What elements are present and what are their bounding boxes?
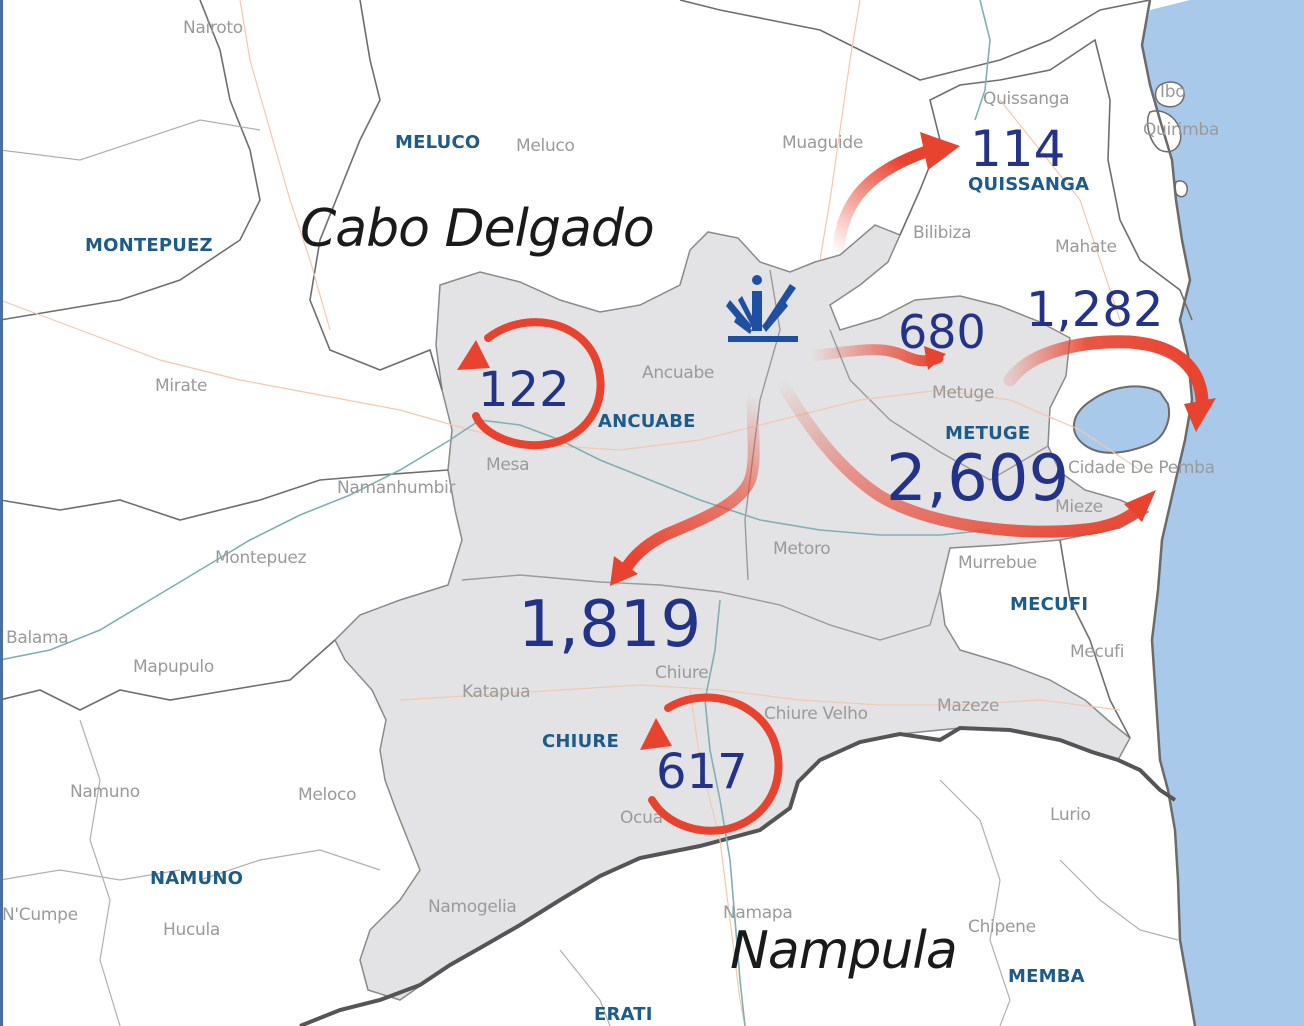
- count-chiure-internal: 617: [656, 744, 748, 800]
- town-label-balama: Balama: [6, 628, 68, 648]
- district-label-meluco: MELUCO: [395, 132, 480, 153]
- province-label-cabo-delgado: Cabo Delgado: [300, 199, 654, 259]
- town-label-nairoto: Nairoto: [183, 18, 243, 38]
- count-chiure: 1,819: [518, 588, 701, 662]
- town-label-namuno: Namuno: [70, 782, 140, 802]
- town-label-metoro: Metoro: [773, 539, 830, 559]
- flow-arrow-chiure: [610, 362, 766, 586]
- district-label-mecufi: MECUFI: [1010, 594, 1088, 615]
- province-label-nampula: Nampula: [730, 921, 957, 981]
- flow-arrow-chiure-loop: [640, 693, 783, 835]
- town-label-montepuez: Montepuez: [215, 548, 307, 568]
- town-label-cidade-de-pemba: Cidade De Pemba: [1068, 458, 1215, 478]
- roads: [0, 0, 1141, 1026]
- town-label-namapa: Namapa: [723, 903, 793, 923]
- coastline: [1140, 0, 1197, 1026]
- town-label-namogelia: Namogelia: [428, 897, 517, 917]
- flow-arrow-metuge-to-pemba: [774, 374, 1156, 538]
- flow-arrow-quissanga: [832, 132, 960, 261]
- district-label-quissanga: QUISSANGA: [968, 174, 1089, 195]
- minor-boundaries: [0, 119, 1179, 1026]
- town-label-hucula: Hucula: [163, 920, 220, 940]
- island-ibo: [1154, 81, 1185, 108]
- town-label-mieze: Mieze: [1055, 497, 1103, 517]
- affected-area: [334, 224, 1150, 1001]
- town-label-lurio: Lurio: [1050, 805, 1091, 825]
- count-quissanga: 114: [970, 120, 1065, 178]
- town-label-mirate: Mirate: [155, 376, 207, 396]
- district-label-namuno: NAMUNO: [150, 868, 243, 889]
- district-label-erati: ERATI: [594, 1004, 653, 1025]
- town-label-muaguide: Muaguide: [782, 133, 863, 153]
- pemba-bay: [1072, 385, 1170, 454]
- district-boundaries: [0, 0, 1193, 739]
- town-label-ocua: Ocua: [620, 808, 663, 828]
- town-label-mesa: Mesa: [486, 455, 529, 475]
- ocean: [1142, 0, 1304, 1026]
- town-label-quissanga: Quissanga: [983, 89, 1069, 109]
- town-label-chiure: Chiure: [655, 663, 708, 683]
- district-label-metuge: METUGE: [945, 423, 1030, 444]
- district-label-montepuez: MONTEPUEZ: [85, 235, 213, 256]
- town-label-meluco: Meluco: [516, 136, 575, 156]
- town-label-chipene: Chipene: [968, 917, 1036, 937]
- town-label-namanhumbir: Namanhumbir: [337, 478, 456, 498]
- flow-arrow-pemba: [1003, 335, 1216, 432]
- town-label-mahate: Mahate: [1055, 237, 1117, 257]
- flow-arrow-metuge: [804, 344, 946, 370]
- town-label-mazeze: Mazeze: [937, 696, 999, 716]
- displacement-origin-icon: [726, 275, 798, 342]
- town-label-quirimba: Quirimba: [1143, 120, 1219, 140]
- district-label-ancuabe: ANCUABE: [598, 411, 696, 432]
- town-label-ncumpe: N'Cumpe: [2, 905, 78, 925]
- town-label-bilibiza: Bilibiza: [913, 223, 971, 243]
- town-label-katapua: Katapua: [462, 682, 530, 702]
- town-label-meloco: Meloco: [298, 785, 356, 805]
- count-ancuabe-internal: 122: [478, 362, 570, 418]
- town-label-metuge: Metuge: [932, 383, 994, 403]
- district-label-memba: MEMBA: [1008, 966, 1085, 987]
- town-label-ibo: Ibo: [1160, 82, 1185, 102]
- town-label-ancuabe: Ancuabe: [642, 363, 714, 383]
- town-label-mapupulo: Mapupulo: [133, 657, 214, 677]
- flow-arrow-ancuabe-loop: [457, 318, 605, 450]
- town-label-mecufi: Mecufi: [1070, 642, 1124, 662]
- island-small: [1174, 180, 1188, 198]
- town-label-murrebue: Murrebue: [958, 553, 1037, 573]
- town-label-chiure-velho: Chiure Velho: [764, 704, 868, 724]
- count-metuge-local: 680: [898, 305, 986, 359]
- count-pemba: 1,282: [1026, 282, 1163, 338]
- province-boundary: [299, 725, 1177, 1026]
- count-metuge-to-pemba: 2,609: [886, 442, 1069, 516]
- district-label-chiure: CHIURE: [542, 731, 619, 752]
